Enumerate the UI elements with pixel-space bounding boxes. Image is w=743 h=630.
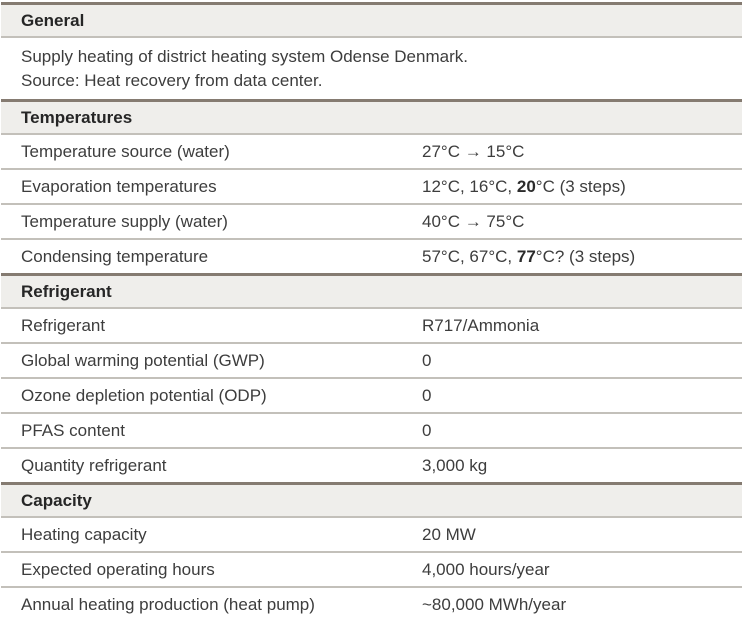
table-row: Ozone depletion potential (ODP) 0 xyxy=(1,379,742,414)
value-text: 20 MW xyxy=(422,525,476,544)
row-value: 57°C, 67°C, 77°C? (3 steps) xyxy=(422,240,742,273)
section-header-temperatures: Temperatures xyxy=(1,99,742,135)
table-row: Annual heating production (heat pump) ~80… xyxy=(1,588,742,621)
row-value: 12°C, 16°C, 20°C (3 steps) xyxy=(422,170,742,203)
table-row: Temperature supply (water) 40°C → 75°C xyxy=(1,205,742,240)
section-header-capacity: Capacity xyxy=(1,482,742,518)
text-line: Supply heating of district heating syste… xyxy=(21,47,468,66)
table-row: Condensing temperature 57°C, 67°C, 77°C? … xyxy=(1,240,742,273)
row-label: Temperature source (water) xyxy=(21,142,230,161)
section-header-refrigerant: Refrigerant xyxy=(1,273,742,309)
section-title: Temperatures xyxy=(21,108,133,127)
section-title: Refrigerant xyxy=(21,282,112,301)
section-capacity: Capacity Heating capacity 20 MW Expected op… xyxy=(1,482,742,621)
value-text: 12°C, 16°C, xyxy=(422,177,517,196)
value-text: 3,000 kg xyxy=(422,456,488,475)
section-header-general: General xyxy=(1,2,742,38)
value-text: 0 xyxy=(422,351,432,370)
table-row: Quantity refrigerant 3,000 kg xyxy=(1,449,742,482)
table-row: Expected operating hours 4,000 hours/year xyxy=(1,553,742,588)
row-label: Quantity refrigerant xyxy=(21,456,167,475)
value-text: ~80,000 MWh/year xyxy=(422,595,567,614)
value-text: R717/Ammonia xyxy=(422,316,540,335)
table-row: Heating capacity 20 MW xyxy=(1,518,742,553)
value-text: °C? (3 steps) xyxy=(535,247,636,266)
spec-table: General Supply heating of district heatin… xyxy=(1,2,742,621)
value-text: 4,000 hours/year xyxy=(422,560,550,579)
value-text: 27°C → 15°C xyxy=(422,142,525,161)
table-row: Global warming potential (GWP) 0 xyxy=(1,344,742,379)
row-label: Temperature supply (water) xyxy=(21,212,228,231)
row-label: Evaporation temperatures xyxy=(21,177,217,196)
row-value: 27°C → 15°C xyxy=(422,135,742,168)
section-title: Capacity xyxy=(21,491,92,510)
row-label: PFAS content xyxy=(21,421,125,440)
section-general: General Supply heating of district heatin… xyxy=(1,2,742,99)
table-row: Evaporation temperatures 12°C, 16°C, 20°C… xyxy=(1,170,742,205)
value-text: 0 xyxy=(422,386,432,405)
section-temperatures: Temperatures Temperature source (water) 27… xyxy=(1,99,742,273)
value-text-bold: 77 xyxy=(516,247,536,266)
row-value: 0 xyxy=(422,344,742,377)
value-text-bold: 20 xyxy=(516,177,536,196)
text-line: Source: Heat recovery from data center. xyxy=(21,71,323,90)
row-value: 40°C → 75°C xyxy=(422,205,742,238)
table-row: Temperature source (water) 27°C → 15°C xyxy=(1,135,742,170)
value-text: °C (3 steps) xyxy=(535,177,626,196)
row-value: ~80,000 MWh/year xyxy=(422,588,742,621)
value-text: 57°C, 67°C, xyxy=(422,247,517,266)
row-label: Expected operating hours xyxy=(21,560,215,579)
row-value: 0 xyxy=(422,379,742,412)
row-value: 3,000 kg xyxy=(422,449,742,482)
section-text-block: Supply heating of district heating syste… xyxy=(1,38,742,99)
row-label: Condensing temperature xyxy=(21,247,209,266)
value-text: 0 xyxy=(422,421,432,440)
row-label: Refrigerant xyxy=(21,316,106,335)
row-label: Global warming potential (GWP) xyxy=(21,351,265,370)
value-text: 40°C → 75°C xyxy=(422,212,525,231)
row-label: Annual heating production (heat pump) xyxy=(21,595,315,614)
section-refrigerant: Refrigerant Refrigerant R717/Ammonia Global… xyxy=(1,273,742,482)
row-value: 4,000 hours/year xyxy=(422,553,742,586)
row-label: Ozone depletion potential (ODP) xyxy=(21,386,267,405)
row-label: Heating capacity xyxy=(21,525,147,544)
row-value: 20 MW xyxy=(422,518,742,551)
row-value: R717/Ammonia xyxy=(422,309,742,342)
section-title: General xyxy=(21,11,85,30)
table-row: PFAS content 0 xyxy=(1,414,742,449)
row-value: 0 xyxy=(422,414,742,447)
table-row: Refrigerant R717/Ammonia xyxy=(1,309,742,344)
